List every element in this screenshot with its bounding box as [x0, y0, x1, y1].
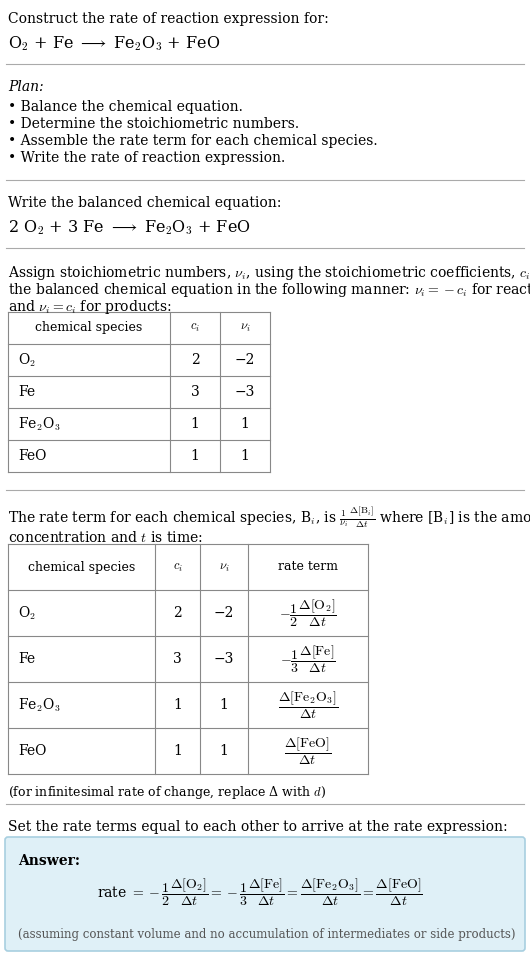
Text: 3: 3: [173, 652, 182, 666]
Text: O$_2$ + Fe $\longrightarrow$ Fe$_2$O$_3$ + FeO: O$_2$ + Fe $\longrightarrow$ Fe$_2$O$_3$…: [8, 34, 220, 53]
Text: chemical species: chemical species: [36, 321, 143, 335]
Text: chemical species: chemical species: [28, 560, 135, 574]
Text: (for infinitesimal rate of change, replace Δ with $d$): (for infinitesimal rate of change, repla…: [8, 784, 326, 801]
Text: Fe: Fe: [18, 652, 35, 666]
Text: • Assemble the rate term for each chemical species.: • Assemble the rate term for each chemic…: [8, 134, 377, 148]
Text: Fe$_2$O$_3$: Fe$_2$O$_3$: [18, 696, 60, 713]
Text: 1: 1: [241, 449, 250, 463]
Text: 1: 1: [173, 698, 182, 712]
Text: $-\dfrac{1}{2}\dfrac{\Delta[\mathrm{O_2}]}{\Delta t}$: $-\dfrac{1}{2}\dfrac{\Delta[\mathrm{O_2}…: [279, 597, 337, 629]
Text: Construct the rate of reaction expression for:: Construct the rate of reaction expressio…: [8, 12, 329, 26]
Text: FeO: FeO: [18, 449, 47, 463]
Text: 3: 3: [191, 385, 199, 399]
Text: −3: −3: [214, 652, 234, 666]
Text: and $\nu_i = c_i$ for products:: and $\nu_i = c_i$ for products:: [8, 298, 172, 316]
Text: $c_i$: $c_i$: [172, 560, 182, 574]
Text: −2: −2: [214, 606, 234, 620]
Text: $\dfrac{\Delta[\mathrm{FeO}]}{\Delta t}$: $\dfrac{\Delta[\mathrm{FeO}]}{\Delta t}$: [285, 735, 332, 767]
Text: 1: 1: [219, 698, 228, 712]
Text: The rate term for each chemical species, B$_i$, is $\frac{1}{\nu_i}\frac{\Delta[: The rate term for each chemical species,…: [8, 506, 530, 530]
Text: Fe: Fe: [18, 385, 35, 399]
Text: 2: 2: [173, 606, 182, 620]
Text: rate term: rate term: [278, 560, 338, 574]
Text: 1: 1: [241, 417, 250, 431]
Text: Write the balanced chemical equation:: Write the balanced chemical equation:: [8, 196, 281, 210]
Text: 1: 1: [191, 417, 199, 431]
Text: FeO: FeO: [18, 744, 47, 758]
Text: Answer:: Answer:: [18, 854, 80, 868]
Text: $\nu_i$: $\nu_i$: [218, 560, 229, 574]
Text: • Write the rate of reaction expression.: • Write the rate of reaction expression.: [8, 151, 285, 165]
Text: • Determine the stoichiometric numbers.: • Determine the stoichiometric numbers.: [8, 117, 299, 131]
Text: concentration and $t$ is time:: concentration and $t$ is time:: [8, 530, 202, 545]
Text: −2: −2: [235, 353, 255, 367]
Text: 2 O$_2$ + 3 Fe $\longrightarrow$ Fe$_2$O$_3$ + FeO: 2 O$_2$ + 3 Fe $\longrightarrow$ Fe$_2$O…: [8, 218, 251, 237]
Text: O$_2$: O$_2$: [18, 351, 37, 369]
Text: • Balance the chemical equation.: • Balance the chemical equation.: [8, 100, 243, 114]
FancyBboxPatch shape: [5, 837, 525, 951]
Text: 1: 1: [219, 744, 228, 758]
Text: O$_2$: O$_2$: [18, 604, 37, 622]
Text: Plan:: Plan:: [8, 80, 43, 94]
Text: (assuming constant volume and no accumulation of intermediates or side products): (assuming constant volume and no accumul…: [18, 928, 516, 941]
Text: 1: 1: [173, 744, 182, 758]
Text: $c_i$: $c_i$: [190, 321, 200, 335]
Text: rate $= -\dfrac{1}{2}\dfrac{\Delta[\mathrm{O_2}]}{\Delta t} = -\dfrac{1}{3}\dfra: rate $= -\dfrac{1}{2}\dfrac{\Delta[\math…: [97, 876, 423, 908]
Text: $\nu_i$: $\nu_i$: [240, 321, 250, 335]
Text: the balanced chemical equation in the following manner: $\nu_i = -c_i$ for react: the balanced chemical equation in the fo…: [8, 281, 530, 299]
Text: Fe$_2$O$_3$: Fe$_2$O$_3$: [18, 416, 60, 432]
Text: $-\dfrac{1}{3}\dfrac{\Delta[\mathrm{Fe}]}{\Delta t}$: $-\dfrac{1}{3}\dfrac{\Delta[\mathrm{Fe}]…: [280, 643, 336, 674]
Text: −3: −3: [235, 385, 255, 399]
Text: 1: 1: [191, 449, 199, 463]
Text: 2: 2: [191, 353, 199, 367]
Text: Assign stoichiometric numbers, $\nu_i$, using the stoichiometric coefficients, $: Assign stoichiometric numbers, $\nu_i$, …: [8, 264, 530, 282]
Text: $\dfrac{\Delta[\mathrm{Fe_2O_3}]}{\Delta t}$: $\dfrac{\Delta[\mathrm{Fe_2O_3}]}{\Delta…: [278, 689, 338, 720]
Text: Set the rate terms equal to each other to arrive at the rate expression:: Set the rate terms equal to each other t…: [8, 820, 508, 834]
